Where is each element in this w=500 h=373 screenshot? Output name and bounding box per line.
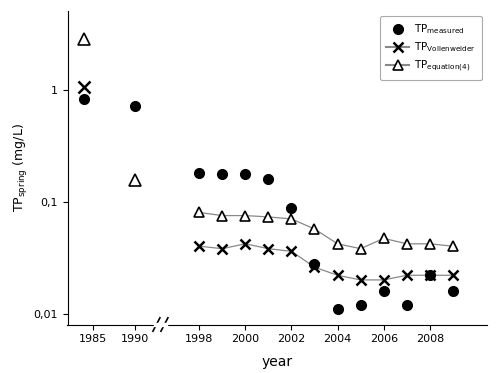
Text: year: year (262, 355, 293, 369)
Y-axis label: TP$_\mathregular{spring}$ (mg/L): TP$_\mathregular{spring}$ (mg/L) (12, 123, 30, 212)
Legend: TP$_\mathregular{measured}$, TP$_\mathregular{Vollenweider}$, TP$_\mathregular{e: TP$_\mathregular{measured}$, TP$_\mathre… (380, 16, 482, 80)
